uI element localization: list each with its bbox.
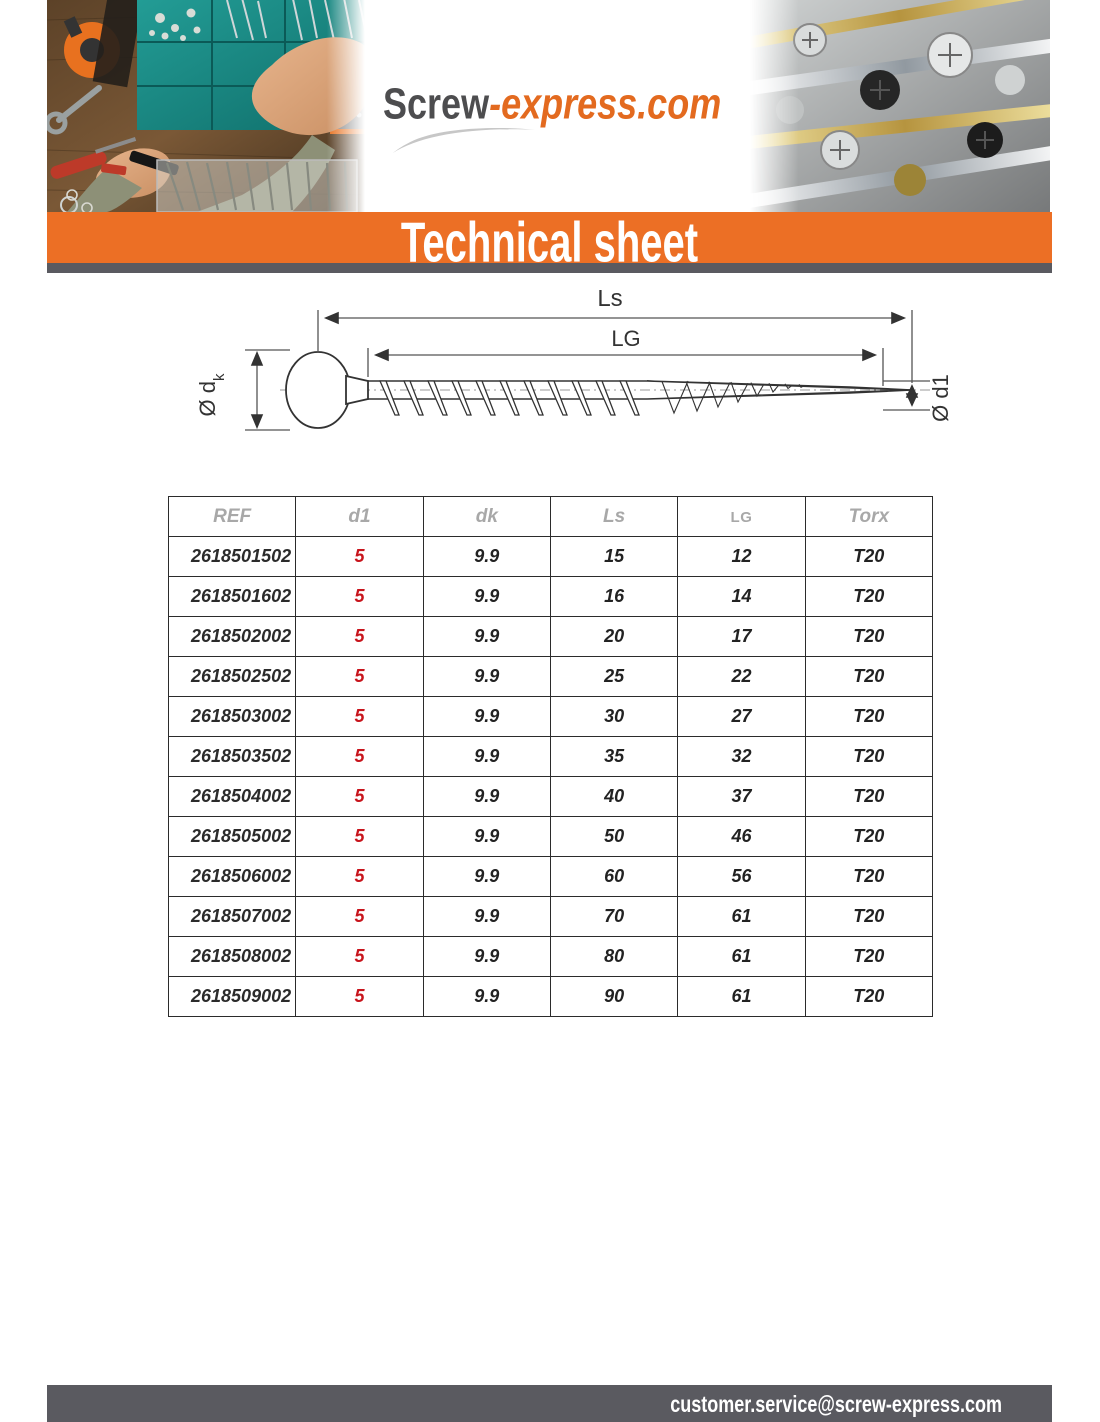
- svg-text:Ø dk: Ø dk: [195, 373, 228, 416]
- svg-text:LG: LG: [611, 326, 640, 351]
- svg-text:Ls: Ls: [597, 290, 622, 312]
- svg-text:Ø d1: Ø d1: [928, 374, 950, 422]
